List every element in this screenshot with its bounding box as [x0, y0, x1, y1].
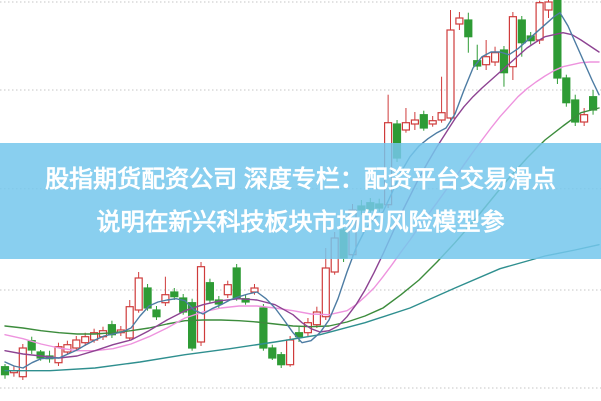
candle-body [544, 1, 553, 11]
candle-body [464, 19, 473, 38]
candle [72, 336, 81, 351]
candle-body [277, 354, 286, 366]
candle-body [303, 322, 312, 334]
candle-body [535, 2, 544, 41]
candle-body [223, 284, 232, 296]
candle [508, 12, 517, 80]
candle-body [553, 0, 562, 79]
candle [259, 304, 268, 351]
candle-body [161, 294, 170, 304]
candle [223, 280, 232, 298]
candle [54, 342, 63, 366]
candle-body [54, 346, 63, 364]
candle [81, 332, 90, 346]
candle-body [232, 267, 241, 299]
candle [277, 352, 286, 368]
candle [205, 278, 214, 303]
candle-body [437, 112, 446, 121]
ma-line-ma60 [4, 243, 600, 372]
candle-body [446, 29, 455, 119]
candle [544, 0, 553, 18]
candle-body [571, 99, 580, 123]
candle-body [562, 77, 571, 104]
candle [401, 108, 410, 133]
candle-body [205, 282, 214, 301]
candle-body [588, 96, 598, 111]
candle-body [81, 336, 90, 344]
candle [428, 116, 437, 127]
candle-body [455, 17, 464, 25]
candle [232, 264, 241, 301]
candle-body [286, 339, 295, 366]
candle [455, 12, 464, 30]
candle [464, 12, 473, 53]
candle-body [508, 16, 517, 68]
candle [312, 306, 321, 328]
candle-body [428, 120, 437, 125]
candle [161, 276, 170, 306]
ma-line-ma5 [4, 11, 600, 369]
candle [18, 344, 27, 380]
candle [491, 46, 500, 66]
candle [27, 336, 36, 354]
candle-body [579, 114, 589, 123]
candle-body [18, 347, 27, 378]
headline-line-1: 股指期货配资公司 深度专栏：配资平台交易滑点 [45, 166, 556, 193]
candle [571, 94, 580, 126]
candle [562, 74, 571, 107]
candle-body [410, 119, 419, 125]
candle-body [401, 122, 410, 131]
candle-body [259, 307, 268, 349]
candle-body [419, 114, 428, 129]
candle-body [482, 56, 491, 66]
ma-line-ma20 [4, 61, 600, 352]
candle [526, 32, 535, 45]
candle [152, 306, 161, 320]
candle-body [526, 35, 535, 42]
candle-body [188, 302, 197, 349]
candle-body [72, 339, 81, 349]
candle [125, 300, 134, 341]
candle [170, 288, 179, 300]
candle [410, 112, 419, 130]
candle-body [152, 309, 161, 318]
headline-banner: 股指期货配资公司 深度专栏：配资平台交易滑点 说明在新兴科技板块市场的风险模型参 [0, 143, 601, 259]
candle-body [312, 311, 321, 326]
candle-body [517, 19, 526, 44]
candle-body [499, 49, 509, 74]
candle [268, 344, 277, 360]
candle [437, 76, 446, 123]
candle [419, 110, 428, 131]
ma-line-ma10 [4, 32, 600, 359]
candle [588, 90, 598, 115]
candle-body [268, 347, 277, 359]
candle [321, 248, 330, 320]
candle [134, 272, 143, 313]
headline-line-2: 说明在新兴科技板块市场的风险模型参 [96, 209, 505, 236]
candle-body [491, 52, 500, 63]
candle-body [125, 306, 134, 339]
candle-body [170, 291, 179, 298]
candle [579, 108, 589, 126]
candle-body [134, 277, 143, 311]
candle-body [321, 267, 330, 318]
candle [446, 10, 455, 122]
candle [517, 16, 526, 57]
candle [535, 0, 544, 44]
